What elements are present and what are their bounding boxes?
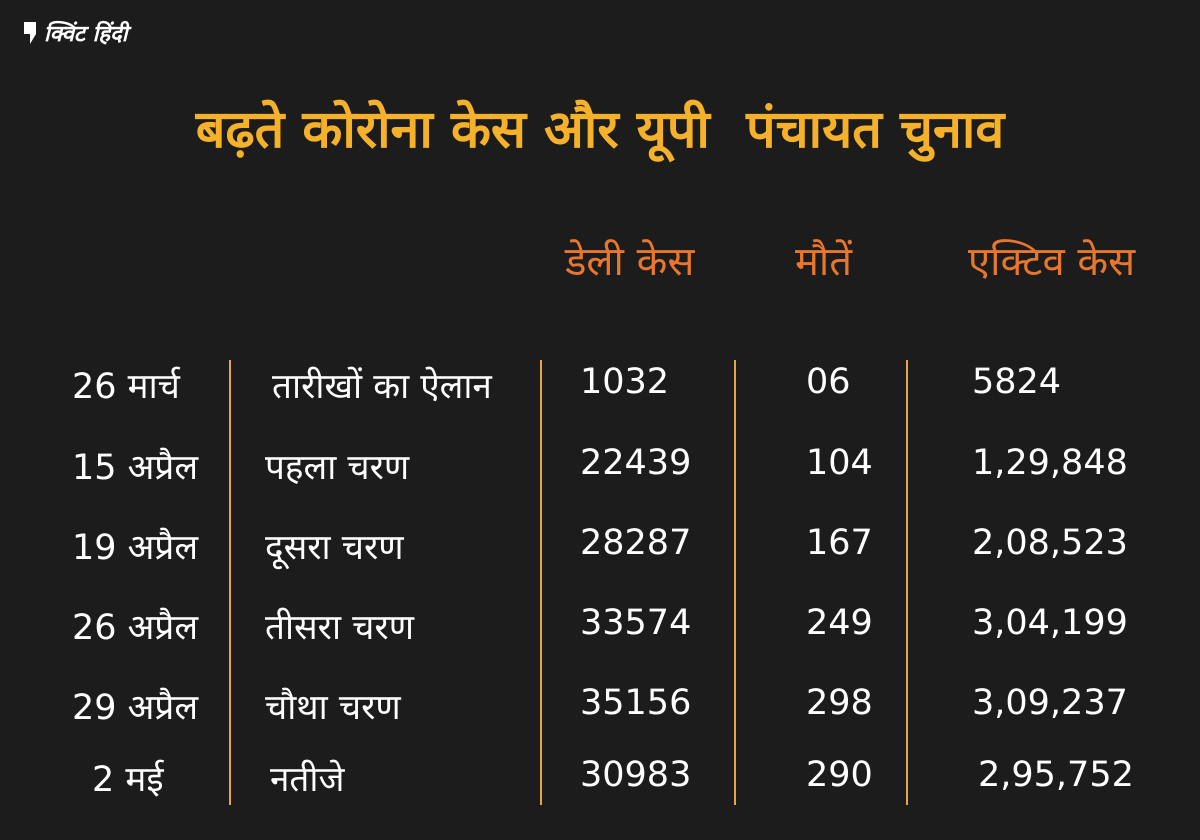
column-divider: [540, 360, 542, 805]
event-cell: चौथा चरण: [265, 688, 401, 728]
event-cell: दूसरा चरण: [265, 528, 404, 568]
column-header-active-cases: एक्टिव केस: [968, 239, 1136, 285]
deaths-cell: 06: [806, 362, 851, 402]
column-divider: [229, 360, 231, 805]
active-cases-cell: 2,95,752: [978, 755, 1134, 795]
daily-cases-cell: 35156: [580, 683, 692, 723]
event-cell: पहला चरण: [265, 448, 410, 488]
deaths-cell: 290: [806, 755, 873, 795]
column-header-daily-cases: डेली केस: [565, 239, 695, 285]
date-cell: 26 मार्च: [72, 367, 180, 407]
deaths-cell: 104: [806, 443, 873, 483]
deaths-cell: 167: [806, 523, 873, 563]
quint-logo-icon: [24, 22, 36, 44]
column-header-deaths: मौतें: [795, 239, 853, 285]
date-cell: 26 अप्रैल: [72, 608, 199, 648]
active-cases-cell: 3,04,199: [972, 603, 1128, 643]
event-cell: तीसरा चरण: [265, 608, 415, 648]
column-divider: [734, 360, 736, 805]
daily-cases-cell: 33574: [580, 603, 692, 643]
date-cell: 2 मई: [92, 760, 164, 800]
deaths-cell: 298: [806, 683, 873, 723]
active-cases-cell: 5824: [972, 362, 1062, 402]
active-cases-cell: 1,29,848: [972, 443, 1128, 483]
event-cell: नतीजे: [270, 760, 345, 800]
brand-name: क्विंट हिंदी: [44, 22, 128, 47]
daily-cases-cell: 22439: [580, 443, 692, 483]
daily-cases-cell: 28287: [580, 523, 692, 563]
active-cases-cell: 2,08,523: [972, 523, 1128, 563]
brand-logo: क्विंट हिंदी: [22, 18, 127, 48]
deaths-cell: 249: [806, 603, 873, 643]
date-cell: 19 अप्रैल: [72, 528, 199, 568]
column-divider: [906, 360, 908, 805]
event-cell: तारीखों का ऐलान: [272, 367, 492, 407]
daily-cases-cell: 1032: [580, 362, 670, 402]
date-cell: 29 अप्रैल: [72, 688, 199, 728]
daily-cases-cell: 30983: [580, 755, 692, 795]
active-cases-cell: 3,09,237: [972, 683, 1128, 723]
date-cell: 15 अप्रैल: [72, 448, 199, 488]
chart-title: बढ़ते कोरोना केस और यूपी पंचायत चुनाव: [195, 100, 1005, 160]
